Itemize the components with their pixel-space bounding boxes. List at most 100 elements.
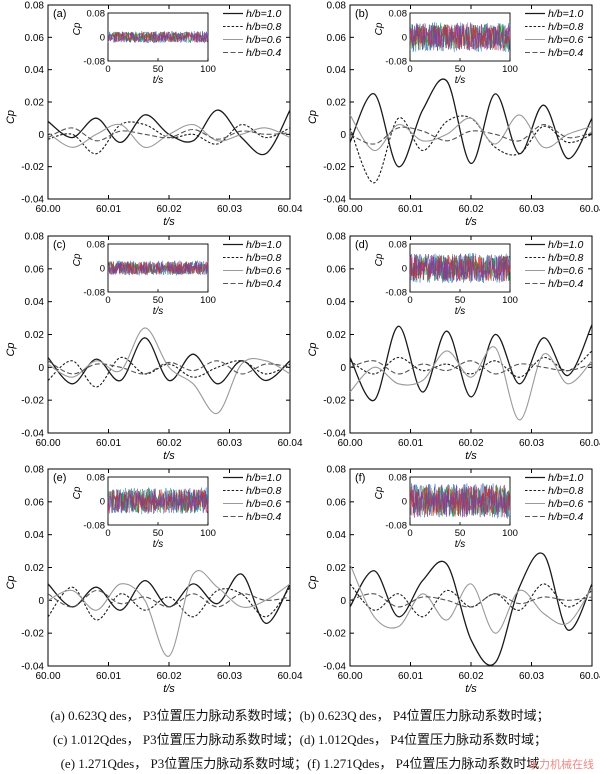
y-tick-label: 0 — [340, 596, 346, 607]
y-axis-label: Cp — [5, 575, 17, 589]
y-tick-label: 0.04 — [25, 65, 45, 76]
series-line-hb-0.6 — [47, 327, 291, 414]
x-tick-label: 60.03 — [217, 204, 242, 215]
series-line-hb-1.0 — [349, 552, 593, 666]
inset-y-tick-label: 0.08 — [87, 9, 106, 20]
inset-y-axis-label: Cp — [374, 486, 385, 499]
series-line-hb-0.6 — [349, 114, 593, 152]
y-axis-label: Cp — [307, 342, 319, 356]
x-tick-label: 60.04 — [277, 204, 302, 215]
inset-x-tick-label: 50 — [153, 64, 164, 75]
inset-x-tick-label: 50 — [153, 295, 164, 306]
series-line-hb-0.4 — [349, 593, 593, 608]
y-tick-label: 0 — [38, 130, 44, 141]
inset-y-tick-label: -0.08 — [83, 521, 105, 532]
y-tick-label: -0.04 — [323, 662, 346, 673]
y-tick-label: 0.06 — [25, 264, 45, 275]
y-tick-label: 0.04 — [327, 65, 347, 76]
y-tick-label: 0.02 — [25, 563, 45, 574]
inset-y-tick-label: 0.08 — [87, 240, 106, 251]
x-tick-label: 60.02 — [156, 671, 181, 682]
y-tick-label: 0.06 — [25, 497, 45, 508]
inset-series-4 — [409, 23, 511, 51]
legend-label: h/b=0.6 — [548, 498, 583, 510]
y-tick-label: 0.06 — [327, 497, 347, 508]
inset-x-tick-label: 50 — [455, 528, 466, 539]
x-tick-label: 60.01 — [398, 671, 423, 682]
inset-y-axis-label: Cp — [72, 253, 83, 266]
inset-x-tick-label: 100 — [502, 64, 518, 75]
y-tick-label: 0.08 — [327, 1, 347, 12]
inset-x-axis-label: t/s — [455, 539, 466, 550]
inset-y-axis-label: Cp — [374, 253, 385, 266]
inset-x-axis-label: t/s — [153, 306, 164, 317]
legend-label: h/b=0.4 — [246, 278, 281, 290]
series-line-hb-0.6 — [47, 569, 291, 657]
inset-y-tick-label: 0.08 — [87, 473, 106, 484]
x-tick-label: 60.00 — [35, 204, 60, 215]
figure-canvas: -0.04 -0.02 0 0.02 0.04 0.06 0.08 60.00 60.01 60.… — [5, 1, 600, 696]
y-axis-label: Cp — [5, 110, 17, 124]
y-tick-label: 0.04 — [25, 530, 45, 541]
legend-label: h/b=0.4 — [548, 278, 583, 290]
caption-line-2: (c) 1.012Qdes， P3位置压力脉动系数时域；(d) 1.012Qde… — [53, 732, 547, 747]
panel-label: (a) — [53, 8, 66, 20]
series-line-hb-0.4 — [349, 360, 593, 375]
x-tick-label: 60.02 — [458, 204, 483, 215]
y-tick-label: 0.08 — [25, 465, 45, 476]
inset-x-axis-label: t/s — [455, 306, 466, 317]
legend-label: h/b=0.4 — [548, 511, 583, 523]
x-tick-label: 60.04 — [579, 671, 600, 682]
inset-x-tick-label: 50 — [455, 295, 466, 306]
x-tick-label: 60.00 — [337, 438, 362, 449]
inset-y-axis-label: Cp — [374, 22, 385, 35]
chart-panel-e: -0.04 -0.02 0 0.02 0.04 0.06 0.08 60.00 60.01 60.… — [5, 465, 303, 696]
series-line-hb-1.0 — [47, 573, 291, 624]
legend-label: h/b=0.8 — [548, 485, 583, 497]
x-axis-label: t/s — [163, 216, 175, 228]
y-tick-label: 0.02 — [327, 330, 347, 341]
inset-y-tick-label: 0 — [402, 264, 407, 275]
inset-y-tick-label: 0 — [100, 264, 105, 275]
inset-series-4 — [107, 30, 209, 44]
series-line-hb-1.0 — [349, 78, 593, 168]
inset-x-tick-label: 100 — [502, 295, 518, 306]
inset-x-tick-label: 0 — [407, 528, 412, 539]
series-line-hb-0.8 — [349, 115, 593, 184]
inset-y-tick-label: -0.08 — [83, 57, 105, 68]
y-tick-label: -0.04 — [323, 429, 346, 440]
y-tick-label: 0 — [340, 363, 346, 374]
caption-line-3: (e) 1.271Qdes， P3位置压力脉动系数时域；(f) 1.271Qde… — [60, 756, 540, 771]
inset-x-tick-label: 50 — [455, 64, 466, 75]
y-tick-label: 0.02 — [327, 98, 347, 109]
x-tick-label: 60.01 — [398, 438, 423, 449]
series-line-hb-0.4 — [47, 127, 291, 142]
x-tick-label: 60.02 — [156, 438, 181, 449]
panel-label: (c) — [53, 239, 66, 251]
y-tick-label: 0.08 — [327, 232, 347, 243]
y-tick-label: 0.04 — [327, 530, 347, 541]
legend-label: h/b=1.0 — [246, 472, 281, 484]
inset-x-tick-label: 100 — [200, 528, 216, 539]
inset-y-tick-label: -0.08 — [83, 288, 105, 299]
inset-x-tick-label: 0 — [407, 64, 412, 75]
inset-series-4 — [107, 488, 209, 514]
legend-label: h/b=0.8 — [548, 21, 583, 33]
x-axis-label: t/s — [163, 683, 175, 695]
y-axis-label: Cp — [5, 342, 17, 356]
inset-y-tick-label: 0 — [100, 33, 105, 44]
y-tick-label: -0.02 — [323, 162, 346, 173]
y-tick-label: 0.08 — [25, 232, 45, 243]
inset-y-tick-label: 0.08 — [389, 240, 408, 251]
inset-x-tick-label: 0 — [105, 64, 110, 75]
x-tick-label: 60.00 — [35, 671, 60, 682]
series-line-hb-0.4 — [47, 360, 291, 375]
y-tick-label: -0.02 — [21, 396, 44, 407]
series-line-hb-0.4 — [349, 124, 593, 145]
legend-label: h/b=0.6 — [548, 265, 583, 277]
inset-y-tick-label: 0.08 — [389, 473, 408, 484]
x-tick-label: 60.01 — [96, 438, 121, 449]
series-line-hb-0.6 — [349, 563, 593, 634]
